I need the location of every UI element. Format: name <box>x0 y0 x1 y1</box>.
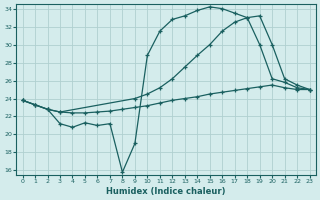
X-axis label: Humidex (Indice chaleur): Humidex (Indice chaleur) <box>106 187 226 196</box>
